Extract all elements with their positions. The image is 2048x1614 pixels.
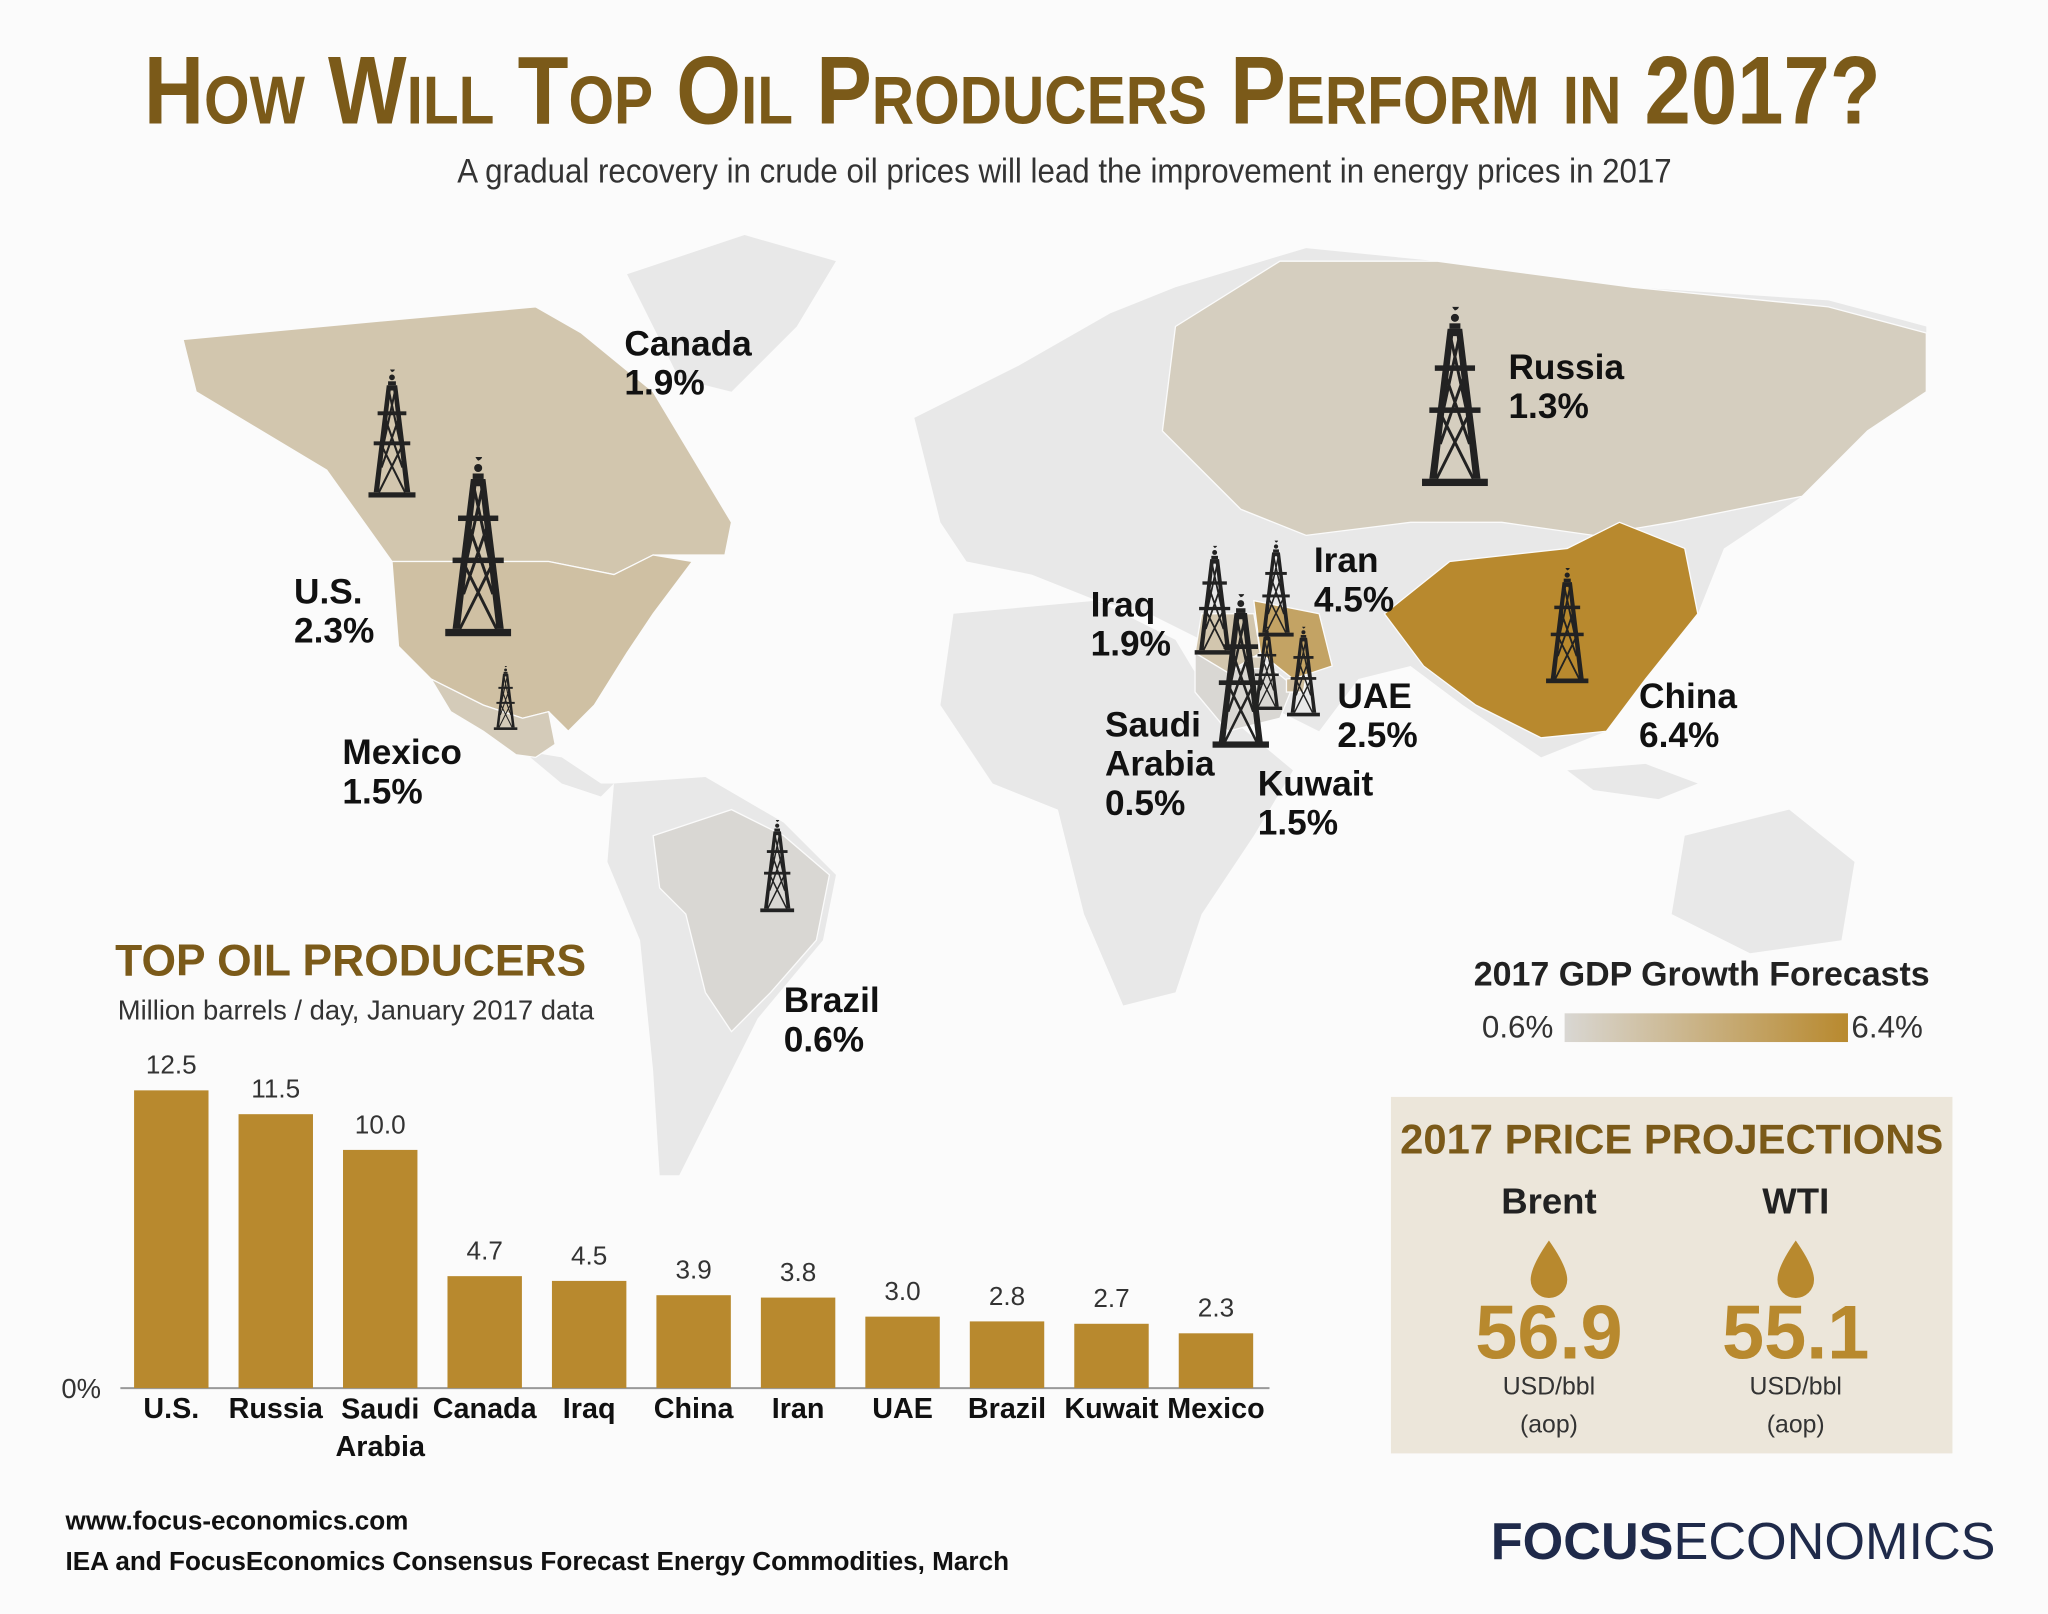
bar bbox=[447, 1276, 522, 1389]
y-tick-label: 0% bbox=[61, 1373, 101, 1404]
price-unit: USD/bbl bbox=[1503, 1374, 1595, 1401]
price-unit: USD/bbl bbox=[1750, 1374, 1842, 1401]
value-label: 2.8 bbox=[989, 1281, 1025, 1311]
value-label: 4.5 bbox=[571, 1240, 607, 1270]
country-shape bbox=[391, 554, 694, 733]
subtitle: A gradual recovery in crude oil prices w… bbox=[457, 153, 1671, 191]
country-growth: 1.5% bbox=[1258, 804, 1338, 843]
country-growth: 1.5% bbox=[342, 772, 422, 811]
x-tick-label: U.S. bbox=[143, 1393, 199, 1425]
country-shape bbox=[429, 677, 556, 759]
value-label: 12.5 bbox=[146, 1050, 197, 1080]
x-tick-label: Iraq bbox=[563, 1393, 616, 1425]
x-tick-label: Canada bbox=[433, 1393, 538, 1425]
country-shape bbox=[182, 306, 733, 576]
legend-max: 6.4% bbox=[1851, 1009, 1922, 1044]
bar bbox=[238, 1114, 313, 1389]
x-tick-label: Saudi Arabia bbox=[336, 1393, 426, 1463]
oil-drop-icon bbox=[1530, 1240, 1568, 1298]
footer-source: IEA and FocusEconomics Consensus Forecas… bbox=[66, 1546, 1010, 1576]
bar bbox=[551, 1280, 627, 1389]
country-shape bbox=[1383, 521, 1699, 739]
price-value: 56.9 bbox=[1475, 1290, 1622, 1375]
x-tick-label: Russia bbox=[229, 1393, 324, 1425]
country-growth: 1.3% bbox=[1508, 387, 1588, 426]
country-shape bbox=[1161, 260, 1927, 537]
country-growth: 2.3% bbox=[294, 612, 374, 651]
value-label: 3.0 bbox=[884, 1276, 920, 1306]
country-name: Kuwait bbox=[1258, 764, 1374, 803]
x-tick-label: Kuwait bbox=[1064, 1393, 1159, 1425]
value-label: 3.8 bbox=[780, 1257, 816, 1287]
bar bbox=[1074, 1323, 1149, 1389]
x-tick-label: Brazil bbox=[968, 1393, 1046, 1425]
legend-min: 0.6% bbox=[1482, 1009, 1553, 1044]
logo-light: ECONOMICS bbox=[1673, 1513, 1995, 1571]
price-box bbox=[1390, 1096, 1953, 1454]
x-tick-label: Mexico bbox=[1167, 1393, 1264, 1425]
country-growth: 1.9% bbox=[1091, 625, 1171, 664]
country-name: Mexico bbox=[342, 733, 462, 772]
country-name: Russia bbox=[1508, 348, 1624, 387]
value-label: 2.3 bbox=[1198, 1293, 1234, 1323]
logo: FOCUSECONOMICS bbox=[1491, 1513, 1996, 1571]
country-shape bbox=[652, 808, 831, 1033]
country-growth: 1.9% bbox=[624, 364, 704, 403]
country-name: U.S. bbox=[294, 572, 363, 611]
country-name: Iran bbox=[1314, 541, 1379, 580]
country-growth: 2.5% bbox=[1337, 716, 1417, 755]
value-label: 3.9 bbox=[675, 1255, 711, 1285]
legend-gradient bbox=[1564, 1013, 1848, 1043]
bar bbox=[134, 1090, 209, 1389]
bar bbox=[865, 1316, 940, 1389]
title: How Will Top Oil Producers Perform in 20… bbox=[144, 37, 1881, 144]
footer-url: www.focus-economics.com bbox=[65, 1505, 409, 1535]
country-name: China bbox=[1639, 677, 1737, 716]
legend-title: 2017 GDP Growth Forecasts bbox=[1474, 956, 1930, 994]
x-tick-label: China bbox=[654, 1393, 735, 1425]
country-name: Iraq bbox=[1091, 586, 1156, 625]
oil-drop-icon bbox=[1777, 1240, 1815, 1298]
country-name: UAE bbox=[1337, 677, 1411, 716]
country-name: Brazil bbox=[784, 981, 880, 1020]
price-title: 2017 PRICE PROJECTIONS bbox=[1400, 1116, 1943, 1163]
value-label: 2.7 bbox=[1093, 1283, 1129, 1313]
value-label: 11.5 bbox=[251, 1074, 300, 1104]
country-growth: 4.5% bbox=[1314, 580, 1394, 619]
country-name: Saudi Arabia bbox=[1105, 706, 1215, 784]
price-note: (aop) bbox=[1767, 1412, 1825, 1439]
bar bbox=[969, 1321, 1045, 1389]
country-name: Canada bbox=[624, 324, 752, 363]
price-name: Brent bbox=[1501, 1181, 1596, 1222]
price-note: (aop) bbox=[1520, 1412, 1578, 1439]
bar-chart-title: TOP OIL PRODUCERS bbox=[115, 936, 586, 985]
price-value: 55.1 bbox=[1722, 1290, 1869, 1375]
country-growth: 0.5% bbox=[1105, 784, 1185, 823]
bar-chart-subtitle: Million barrels / day, January 2017 data bbox=[118, 994, 595, 1025]
country-growth: 6.4% bbox=[1639, 716, 1719, 755]
x-tick-label: Iran bbox=[772, 1393, 825, 1425]
logo-bold: FOCUS bbox=[1491, 1513, 1674, 1571]
bar bbox=[1178, 1333, 1254, 1389]
country-shape bbox=[1253, 599, 1333, 680]
country-growth: 0.6% bbox=[784, 1020, 864, 1059]
bar bbox=[656, 1295, 731, 1389]
value-label: 10.0 bbox=[355, 1109, 406, 1139]
price-name: WTI bbox=[1762, 1181, 1829, 1222]
bar bbox=[760, 1297, 836, 1389]
x-tick-label: UAE bbox=[872, 1393, 933, 1425]
bar bbox=[343, 1149, 418, 1389]
value-label: 4.7 bbox=[467, 1236, 503, 1266]
